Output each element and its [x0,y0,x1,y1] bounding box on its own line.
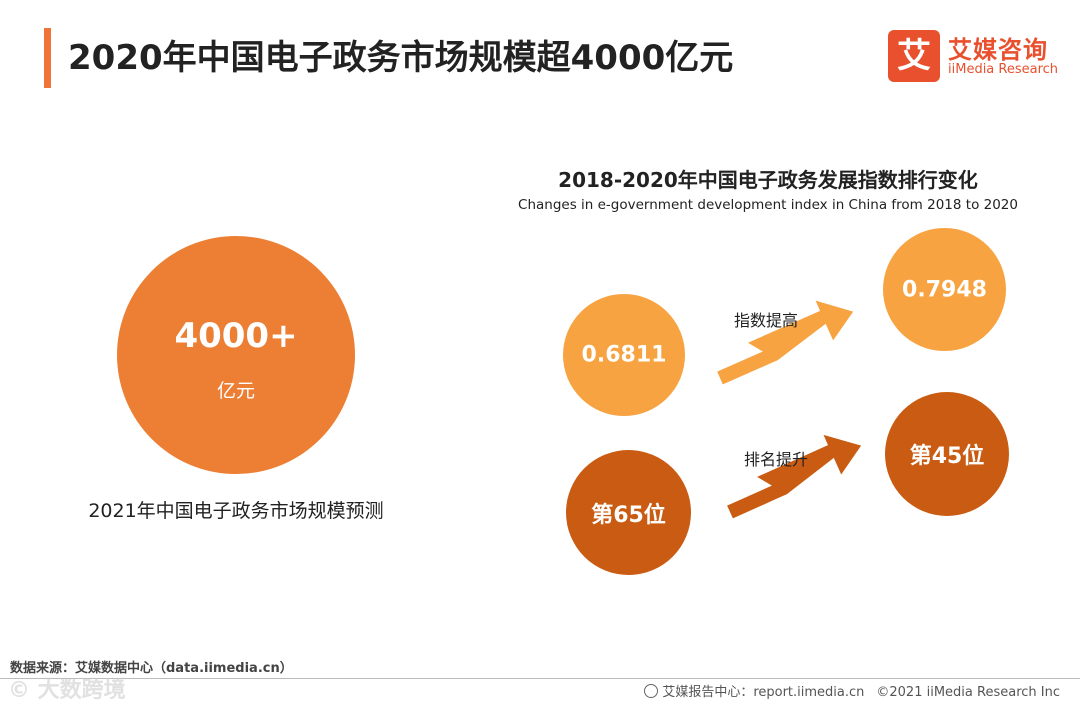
index-2020-value: 0.7948 [902,277,987,302]
logo-english-name: iiMedia Research [948,62,1059,77]
globe-icon [644,684,659,698]
footer-credits: 艾媒报告中心：report.iimedia.cn ©2021 iiMedia Re… [644,681,1060,700]
market-size-unit: 亿元 [216,380,255,402]
footer-divider [0,678,1080,679]
rank-2018-value: 第65位 [591,502,666,528]
brand-logo: 艾 艾媒咨询 iiMedia Research [888,30,1063,82]
index-up-arrow-icon [717,300,854,385]
rank-2018-circle: 第65位 [566,450,691,575]
chart-subtitle: Changes in e-government development inde… [518,197,1018,213]
index-2020-circle: 0.7948 [883,228,1006,351]
watermark: © 大数跨境 [8,678,126,703]
market-size-caption: 2021年中国电子政务市场规模预测 [88,500,384,522]
market-size-value: 4000+ [174,316,298,356]
rank-2020-circle: 第45位 [885,392,1009,516]
index-2018-value: 0.6811 [581,342,667,368]
report-center-link[interactable]: 艾媒报告中心：report.iimedia.cn [662,685,865,700]
chart-title: 2018-2020年中国电子政务发展指数排行变化 [558,168,978,192]
logo-chinese-name: 艾媒咨询 [948,36,1048,64]
rank-2020-value: 第45位 [909,444,985,469]
page-title: 2020年中国电子政务市场规模超4000亿元 [68,38,734,78]
rank-change-label: 排名提升 [744,450,809,469]
index-2018-circle: 0.6811 [563,294,685,416]
logo-mark-icon: 艾 [888,30,940,82]
index-change-label: 指数提高 [734,311,799,330]
data-source: 数据来源：艾媒数据中心（data.iimedia.cn） [10,661,293,676]
title-accent-bar [44,28,51,88]
market-size-circle: 4000+ 亿元 [117,236,355,474]
rank-up-arrow-icon [727,434,862,519]
copyright: ©2021 iiMedia Research Inc [876,685,1060,700]
